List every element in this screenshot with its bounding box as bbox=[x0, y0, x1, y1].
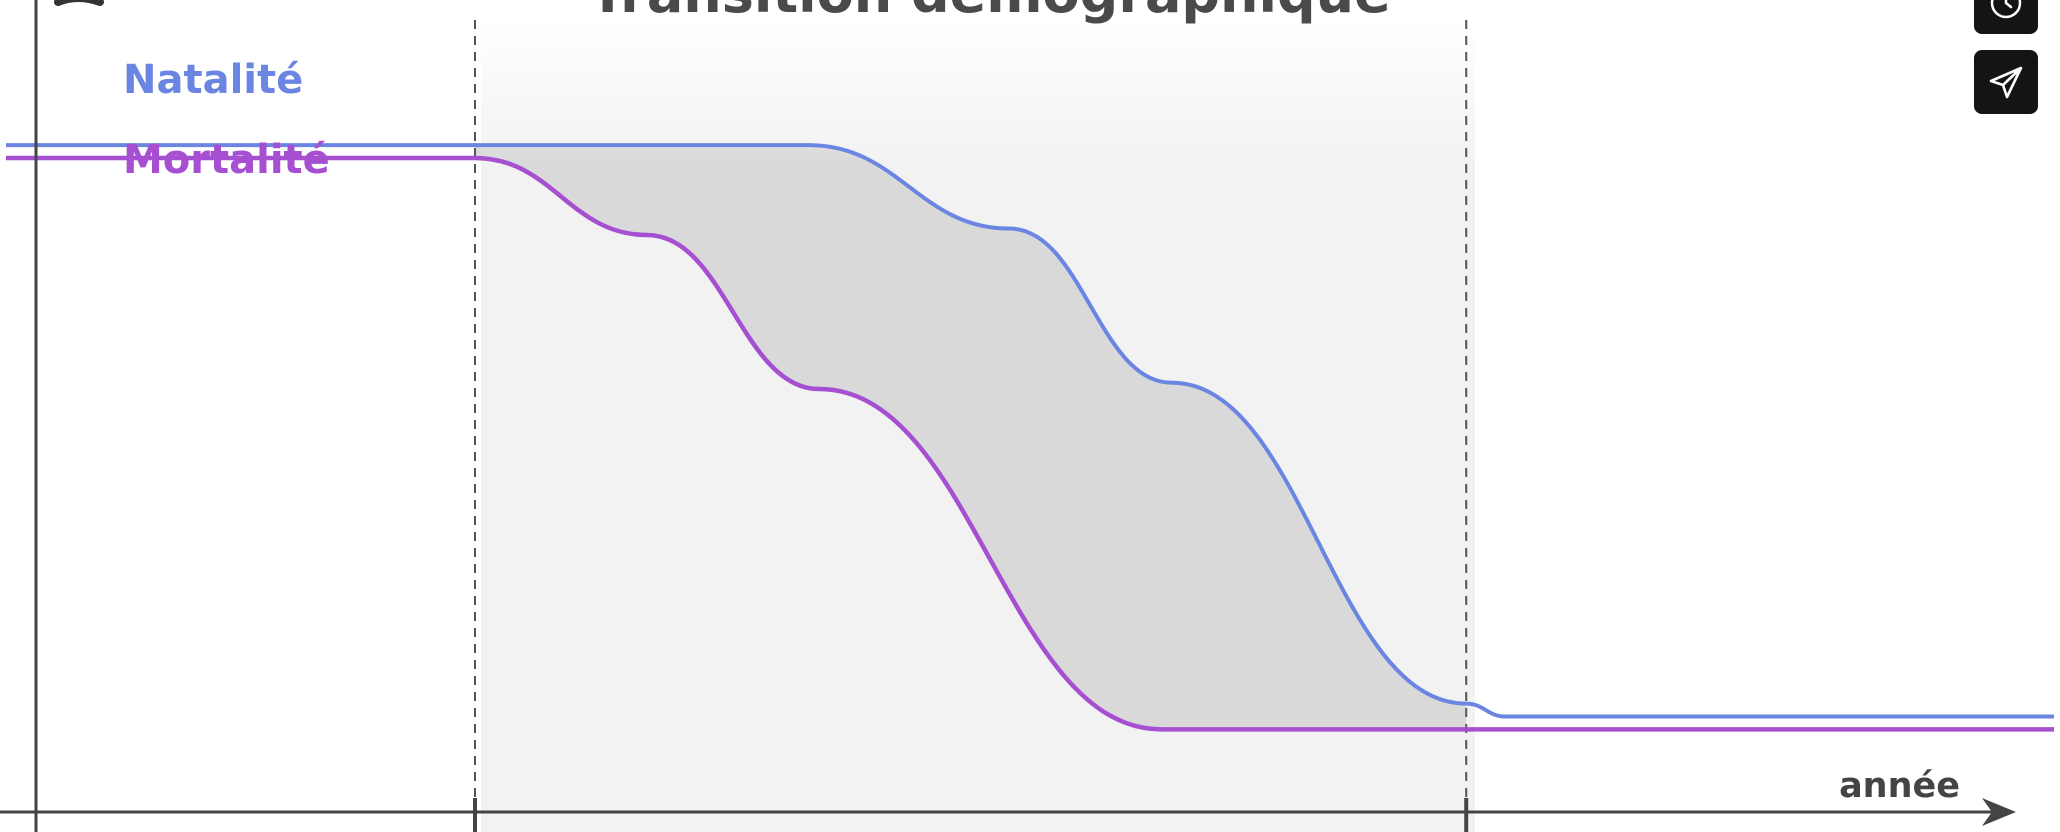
mortalite-line bbox=[6, 155, 2054, 732]
x-axis-label: année bbox=[1839, 766, 1960, 806]
share-button[interactable] bbox=[1974, 50, 2038, 114]
legend-natalite: Natalité bbox=[123, 57, 303, 103]
replay-button[interactable] bbox=[1974, 0, 2038, 34]
band-fade bbox=[481, 20, 1475, 832]
natalite-line bbox=[5, 143, 2054, 719]
legend-mortalite: Mortalité bbox=[123, 137, 330, 183]
top-left-partial-glyph bbox=[54, 0, 104, 6]
x-axis-arrowhead bbox=[1982, 798, 2016, 826]
replay-icon bbox=[1990, 0, 2022, 19]
chart-title: Transition démographique bbox=[589, 0, 1390, 25]
send-icon bbox=[1989, 66, 2023, 99]
